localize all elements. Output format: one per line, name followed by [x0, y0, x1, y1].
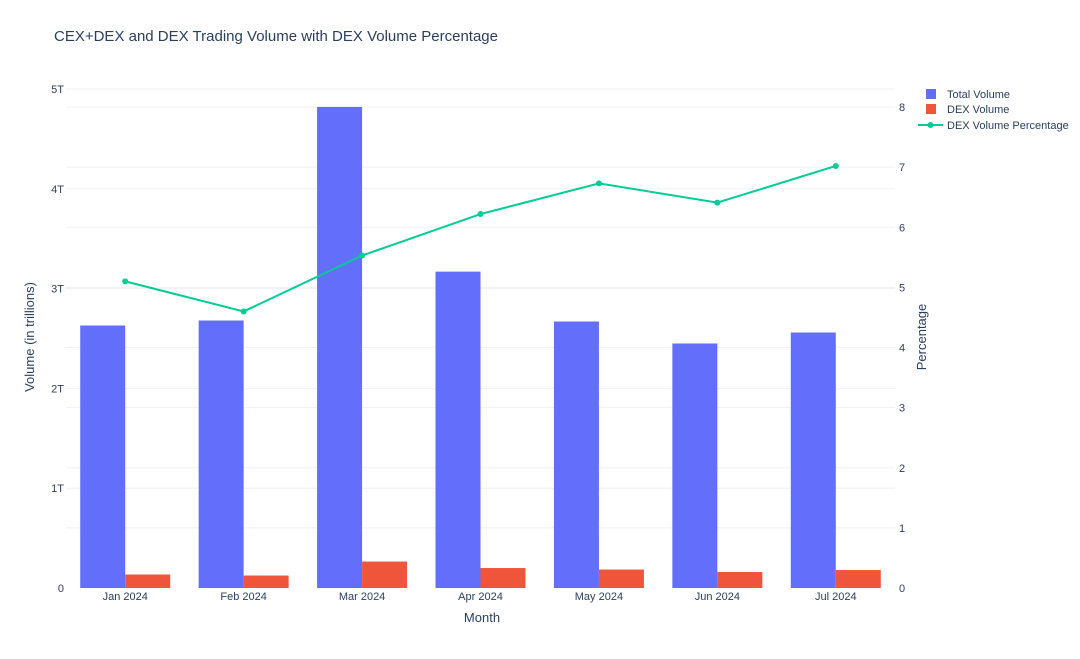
- bar-total-volume: [80, 325, 126, 588]
- legend: Total Volume DEX Volume DEX Volume Perce…: [918, 89, 1069, 132]
- x-tick-label: Jan 2024: [103, 591, 148, 603]
- bar-dex-volume: [243, 575, 289, 588]
- y-tick-label: 5T: [51, 84, 64, 96]
- point-dex-volume-percentage: [477, 211, 484, 218]
- point-dex-volume-percentage: [714, 199, 721, 206]
- bar-total-volume: [672, 343, 718, 588]
- bar-total-volume: [317, 106, 363, 589]
- y-tick-label: 4T: [51, 184, 64, 196]
- bar-dex-volume: [125, 574, 171, 588]
- bar-dex-volume: [835, 570, 881, 588]
- y2-tick-label: 6: [899, 222, 905, 234]
- x-tick-label: May 2024: [575, 591, 623, 603]
- bars-group: [80, 106, 881, 589]
- x-tick-label: Jul 2024: [815, 591, 857, 603]
- chart-title: CEX+DEX and DEX Trading Volume with DEX …: [54, 28, 498, 45]
- y2-axis-ticks: 0 1 2 3 4 5 6 7 8: [899, 102, 905, 595]
- y2-tick-label: 0: [899, 583, 905, 595]
- x-axis-ticks: Jan 2024 Feb 2024 Mar 2024 Apr 2024 May 2024…: [103, 591, 857, 603]
- point-dex-volume-percentage: [359, 252, 366, 259]
- point-dex-volume-percentage: [832, 162, 839, 169]
- legend-swatch-total-volume: [926, 89, 936, 99]
- y2-tick-label: 7: [899, 162, 905, 174]
- bar-dex-volume: [717, 572, 763, 588]
- y-axis-ticks: 0 1T 2T 3T 4T 5T: [51, 84, 64, 595]
- bar-dex-volume: [480, 568, 526, 588]
- legend-marker-dex-percentage: [927, 122, 934, 128]
- legend-label-total-volume: Total Volume: [947, 89, 1010, 101]
- point-dex-volume-percentage: [122, 278, 129, 285]
- y-axis-title: Volume (in trillions): [22, 282, 37, 392]
- bar-total-volume: [553, 321, 599, 588]
- y-tick-label: 3T: [51, 284, 64, 296]
- y-tick-label: 0: [58, 583, 64, 595]
- y2-tick-label: 4: [899, 343, 905, 355]
- y2-tick-label: 5: [899, 282, 905, 294]
- legend-swatch-dex-volume: [926, 104, 936, 114]
- y-tick-label: 2T: [51, 383, 64, 395]
- x-tick-label: Jun 2024: [695, 591, 740, 603]
- bar-dex-volume: [362, 561, 408, 588]
- x-tick-label: Apr 2024: [458, 591, 503, 603]
- legend-label-dex-percentage: DEX Volume Percentage: [947, 120, 1069, 132]
- x-tick-label: Mar 2024: [339, 591, 385, 603]
- point-dex-volume-percentage: [595, 180, 602, 187]
- line-group: [122, 162, 839, 315]
- bar-dex-volume: [598, 569, 644, 588]
- bar-total-volume: [435, 271, 481, 588]
- y2-tick-label: 2: [899, 463, 905, 475]
- legend-item-dex-volume[interactable]: DEX Volume: [926, 104, 1009, 116]
- legend-item-total-volume[interactable]: Total Volume: [926, 89, 1010, 101]
- y2-tick-label: 3: [899, 403, 905, 415]
- y2-tick-label: 1: [899, 523, 905, 535]
- x-axis-title: Month: [464, 610, 500, 625]
- bar-total-volume: [790, 332, 836, 588]
- y2-axis-title: Percentage: [914, 304, 929, 371]
- legend-label-dex-volume: DEX Volume: [947, 104, 1009, 116]
- x-tick-label: Feb 2024: [220, 591, 266, 603]
- bar-total-volume: [198, 320, 244, 588]
- legend-item-dex-percentage[interactable]: DEX Volume Percentage: [918, 120, 1069, 132]
- point-dex-volume-percentage: [240, 308, 247, 315]
- y2-tick-label: 8: [899, 102, 905, 114]
- y-tick-label: 1T: [51, 483, 64, 495]
